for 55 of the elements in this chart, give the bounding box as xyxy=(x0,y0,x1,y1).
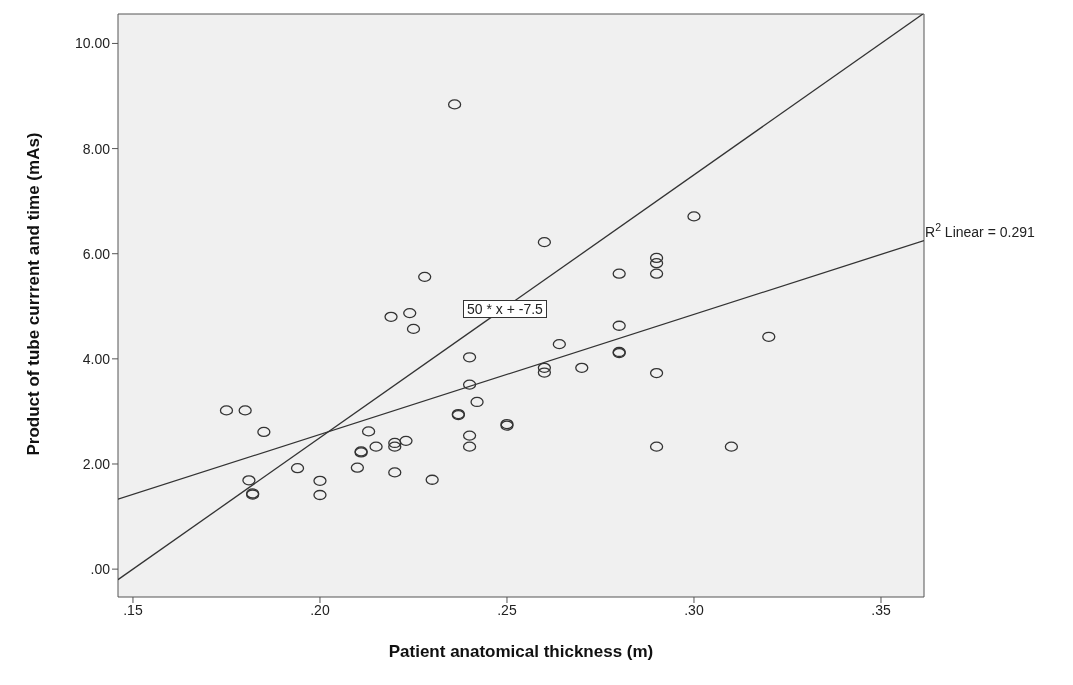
point xyxy=(649,268,664,279)
point xyxy=(313,475,327,486)
annotation: 50 * x + -7.5 xyxy=(463,300,547,318)
annotation: R$^{2}$ Linear = 0.291 xyxy=(925,220,1035,240)
point xyxy=(612,268,626,279)
point xyxy=(418,271,432,282)
point xyxy=(388,467,402,478)
point xyxy=(612,320,626,331)
x-tick-label: .15 xyxy=(123,601,143,618)
x-tick-label: .30 xyxy=(684,601,704,618)
point xyxy=(687,211,701,222)
point xyxy=(462,430,477,441)
point xyxy=(462,352,477,363)
y-tick-label: 10.00 xyxy=(74,35,111,52)
x-tick-label: .35 xyxy=(871,601,891,618)
point xyxy=(470,396,484,408)
point xyxy=(313,489,327,501)
y-tick-label: .00 xyxy=(90,561,111,578)
y-tick-label: 8.00 xyxy=(82,140,111,157)
point xyxy=(537,367,552,378)
point xyxy=(369,441,383,452)
point xyxy=(724,441,739,452)
point xyxy=(552,338,566,350)
point xyxy=(242,475,256,486)
point xyxy=(462,379,477,390)
x-axis-title: Patient anatomical thickness (m) xyxy=(388,642,654,661)
point xyxy=(219,405,234,416)
point xyxy=(447,99,462,110)
point xyxy=(257,426,271,438)
point xyxy=(290,463,305,474)
point xyxy=(762,331,776,342)
point xyxy=(537,362,552,373)
point xyxy=(388,437,402,449)
x-tick-label: .25 xyxy=(497,601,517,618)
y-tick-label: 2.00 xyxy=(82,455,111,472)
point xyxy=(649,441,664,452)
point xyxy=(649,252,664,264)
point xyxy=(649,258,664,269)
point xyxy=(238,405,252,416)
point xyxy=(350,462,365,473)
point xyxy=(403,307,417,319)
point xyxy=(462,441,477,452)
point xyxy=(537,237,552,248)
point xyxy=(388,441,402,452)
y-tick-label: 6.00 xyxy=(82,245,111,262)
point xyxy=(361,426,376,437)
point xyxy=(575,362,589,373)
point xyxy=(406,323,421,335)
point xyxy=(399,435,413,447)
x-tick-label: .20 xyxy=(310,601,330,618)
y-tick-label: 4.00 xyxy=(82,350,111,367)
point xyxy=(384,311,398,322)
point xyxy=(649,367,664,379)
point xyxy=(425,474,439,485)
y-axis-title: Product of tube currrent and time (mAs) xyxy=(24,132,44,456)
